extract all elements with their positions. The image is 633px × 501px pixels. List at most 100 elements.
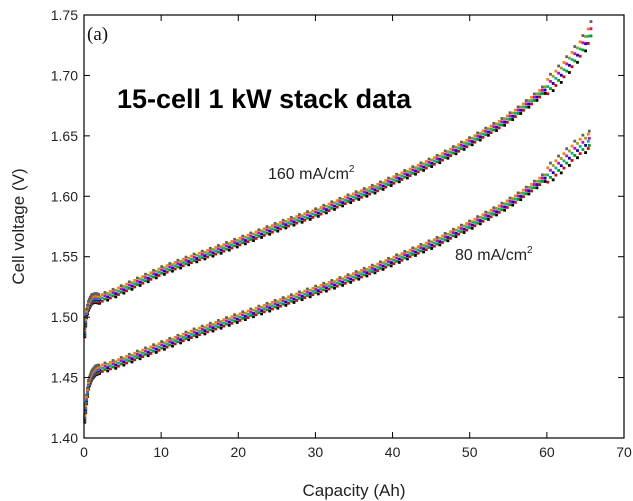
data-point xyxy=(276,229,280,233)
data-point xyxy=(373,188,377,192)
data-point xyxy=(454,235,458,239)
data-point xyxy=(179,266,182,270)
data-point xyxy=(384,262,388,266)
data-point xyxy=(230,246,234,250)
data-point xyxy=(389,264,393,268)
data-point xyxy=(543,173,547,177)
data-point xyxy=(83,412,87,415)
data-point xyxy=(252,235,255,239)
data-point xyxy=(338,203,342,207)
data-point xyxy=(303,292,307,296)
data-point xyxy=(459,140,463,144)
data-point xyxy=(273,225,277,229)
data-point xyxy=(540,173,544,177)
data-point xyxy=(405,170,409,173)
data-point xyxy=(567,56,571,60)
data-point xyxy=(476,221,479,225)
data-point xyxy=(584,144,587,147)
data-point xyxy=(349,277,353,281)
data-point xyxy=(184,330,188,334)
data-point xyxy=(225,322,228,326)
data-point xyxy=(327,205,331,209)
data-point xyxy=(243,242,247,246)
data-point xyxy=(281,302,285,306)
data-point xyxy=(559,171,563,175)
data-point xyxy=(189,254,193,258)
data-point xyxy=(284,300,288,304)
data-point xyxy=(238,236,242,240)
data-point xyxy=(314,284,317,288)
data-point xyxy=(378,180,382,184)
data-point xyxy=(287,224,290,228)
y-tick-label: 1.55 xyxy=(51,249,78,265)
data-point xyxy=(306,287,309,291)
data-point xyxy=(149,271,153,275)
data-point xyxy=(165,339,169,342)
data-point xyxy=(451,231,455,234)
data-point xyxy=(505,206,509,209)
data-point xyxy=(327,209,331,212)
data-point xyxy=(559,73,563,77)
data-point xyxy=(85,393,89,397)
data-point xyxy=(268,232,272,236)
data-point xyxy=(486,211,490,215)
data-point xyxy=(338,196,342,200)
data-point xyxy=(289,296,293,300)
data-point xyxy=(570,144,574,148)
data-point xyxy=(524,99,528,102)
x-tick-label: 10 xyxy=(153,444,169,460)
data-point xyxy=(176,333,180,337)
data-point xyxy=(522,195,525,199)
data-point xyxy=(198,255,201,258)
data-point xyxy=(470,223,474,227)
data-point xyxy=(154,276,158,280)
data-point xyxy=(457,232,461,236)
data-point xyxy=(368,192,371,196)
data-point xyxy=(287,218,290,221)
data-point xyxy=(516,194,520,198)
data-point xyxy=(127,359,131,363)
data-point xyxy=(497,204,501,208)
data-point xyxy=(203,325,207,329)
data-point xyxy=(551,164,555,167)
data-point xyxy=(106,369,110,373)
data-point xyxy=(484,126,488,130)
data-point xyxy=(284,297,288,301)
data-point xyxy=(192,252,196,256)
data-point xyxy=(119,290,123,294)
data-point xyxy=(395,176,398,180)
data-point xyxy=(535,92,539,96)
data-point xyxy=(449,230,452,234)
data-point xyxy=(297,213,301,216)
data-point xyxy=(138,350,142,354)
data-point xyxy=(476,131,479,135)
data-point xyxy=(189,336,193,339)
data-point xyxy=(273,222,277,225)
data-point xyxy=(135,352,139,356)
data-point xyxy=(319,283,323,287)
data-point xyxy=(462,227,466,231)
data-point xyxy=(484,133,488,137)
data-point xyxy=(233,241,236,244)
data-point xyxy=(333,201,336,205)
data-point xyxy=(235,314,239,318)
data-point xyxy=(206,255,209,259)
data-point xyxy=(532,179,536,183)
data-point xyxy=(300,294,304,298)
data-point xyxy=(557,161,560,165)
data-point xyxy=(478,138,482,142)
data-point xyxy=(573,45,577,48)
data-point xyxy=(567,149,571,153)
data-point xyxy=(522,105,525,109)
data-point xyxy=(192,334,196,337)
data-point xyxy=(422,247,425,251)
data-point xyxy=(481,135,485,139)
data-point xyxy=(530,102,533,106)
data-point xyxy=(451,145,455,148)
data-point xyxy=(157,348,161,352)
data-point xyxy=(235,242,239,246)
data-point xyxy=(222,246,226,250)
data-point xyxy=(584,49,587,53)
data-point xyxy=(381,261,385,265)
data-point xyxy=(127,280,131,284)
